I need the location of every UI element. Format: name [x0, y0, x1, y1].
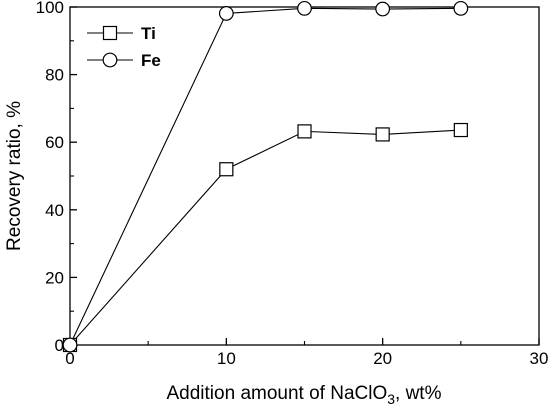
- x-tick-label: 0: [65, 349, 74, 368]
- y-tick-label: 80: [45, 66, 64, 85]
- legend-marker-fe: [102, 52, 118, 68]
- x-axis-tick-labels: 0 10 20 30: [65, 349, 548, 368]
- x-axis-title-subscript: 3: [387, 391, 395, 407]
- series-fe-point: [218, 6, 234, 21]
- legend: Ti Fe: [87, 24, 161, 70]
- series-fe-line: [69, 7, 461, 346]
- series-ti-point: [453, 122, 468, 138]
- series-fe-point: [62, 337, 78, 353]
- x-axis-ticks: [69, 338, 540, 345]
- x-tick-label: 30: [530, 349, 549, 368]
- x-axis-title: Addition amount of NaClO3, wt%: [167, 383, 442, 407]
- y-tick-label: 60: [45, 133, 64, 152]
- series-ti-line: [69, 129, 461, 346]
- series-fe-point: [297, 0, 312, 16]
- series-ti-point: [375, 127, 390, 142]
- y-tick-label: 100: [36, 0, 64, 17]
- y-axis-title: Recovery ratio, %: [4, 101, 25, 251]
- x-tick-label: 20: [373, 349, 392, 368]
- y-tick-label: 40: [45, 201, 64, 220]
- y-axis-tick-labels: 0 20 40 60 80 100: [36, 0, 64, 355]
- y-tick-label: 0: [55, 336, 64, 355]
- series-fe-point: [375, 1, 391, 17]
- y-tick-label: 20: [45, 268, 64, 287]
- x-tick-label: 10: [217, 349, 236, 368]
- legend-marker-ti: [102, 25, 118, 41]
- x-axis-title-suffix: , wt%: [395, 383, 442, 404]
- legend-label-ti: Ti: [141, 24, 156, 43]
- series-fe: [62, 0, 469, 353]
- series-ti: [62, 122, 468, 353]
- legend-item-fe: Fe: [87, 51, 161, 70]
- data-series: [62, 0, 469, 353]
- legend-label-fe: Fe: [141, 51, 161, 70]
- x-axis-title-main: Addition amount of NaClO: [167, 383, 388, 404]
- series-ti-point: [297, 124, 312, 139]
- series-fe-point: [453, 0, 469, 16]
- y-axis-ticks: [70, 6, 77, 346]
- legend-item-ti: Ti: [87, 24, 156, 43]
- series-ti-point: [219, 162, 234, 177]
